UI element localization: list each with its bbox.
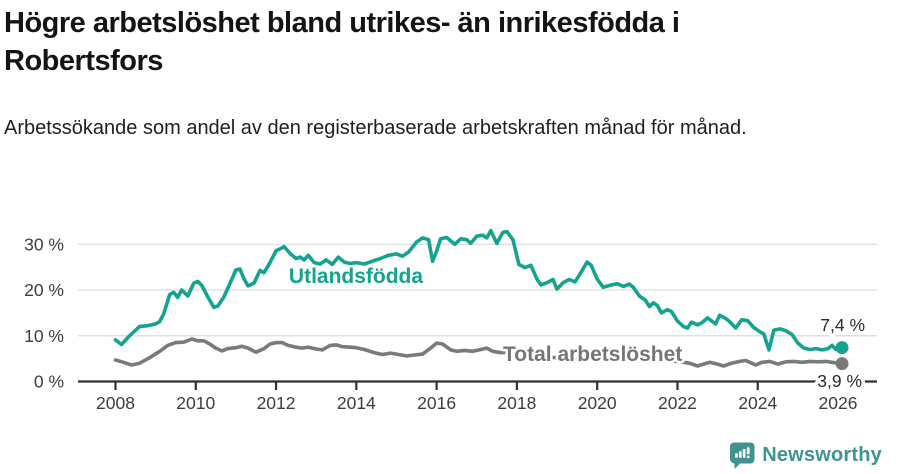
series-end-dot bbox=[835, 357, 849, 371]
y-tick-label: 30 % bbox=[24, 234, 64, 254]
x-tick-label: 2010 bbox=[176, 393, 215, 413]
x-tick-label: 2020 bbox=[578, 393, 617, 413]
series-end-dot bbox=[835, 341, 849, 355]
y-tick-label: 10 % bbox=[24, 326, 64, 346]
series-line-total bbox=[113, 337, 844, 368]
x-tick-label: 2022 bbox=[658, 393, 697, 413]
x-tick-label: 2012 bbox=[257, 393, 296, 413]
exclamation-dot bbox=[746, 455, 750, 459]
end-value-label-utlandsfodda: 7,4 % bbox=[820, 315, 865, 335]
series-label-total: Total arbetslöshet bbox=[503, 343, 682, 366]
x-tick-label: 2026 bbox=[819, 393, 858, 413]
chart-subtitle: Arbetssökande som andel av den registerb… bbox=[4, 117, 747, 139]
y-tick-label: 20 % bbox=[24, 280, 64, 300]
series-line-utlandsfodda bbox=[113, 228, 844, 352]
newsworthy-logo-icon bbox=[730, 442, 755, 469]
x-tick-label: 2016 bbox=[417, 393, 456, 413]
brand-name: Newsworthy bbox=[762, 444, 882, 466]
x-tick-label: 2014 bbox=[337, 393, 376, 413]
chart-title: Högre arbetslöshet bland utrikes- än inr… bbox=[4, 7, 680, 77]
x-tick-label: 2008 bbox=[96, 393, 135, 413]
x-tick-label: 2024 bbox=[738, 393, 777, 413]
y-tick-label: 0 % bbox=[34, 372, 64, 392]
series-label-utlandsfodda: Utlandsfödda bbox=[289, 265, 423, 288]
brand-footer: Newsworthy bbox=[730, 442, 882, 469]
end-value-label-total: 3,9 % bbox=[817, 371, 862, 391]
exclamation-bar bbox=[746, 447, 750, 455]
x-tick-label: 2018 bbox=[497, 393, 536, 413]
